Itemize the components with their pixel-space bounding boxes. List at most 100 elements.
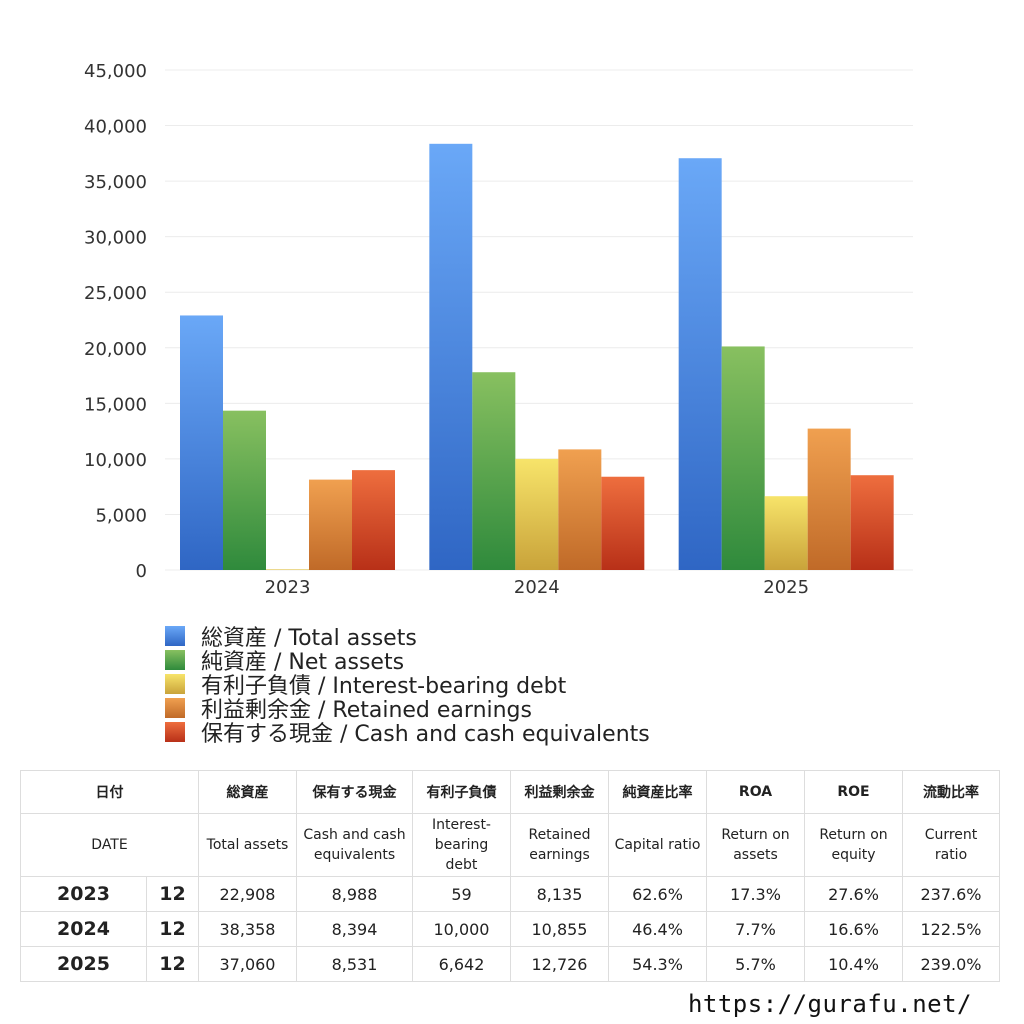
table-row: 2025 12 37,060 8,531 6,642 12,726 54.3% 5.7% 10.… [20,946,1000,982]
header-cash-en: Cash and cash equivalents [296,813,413,877]
table-row: 2024 12 38,358 8,394 10,000 10,855 46.4% 7.7% 16… [20,911,1000,947]
y-tick-label: 0 [136,561,147,582]
table-cell: 7.7% [706,911,805,947]
y-tick-label: 20,000 [84,339,147,360]
table-cell: 59 [412,876,511,912]
cell-month: 12 [146,946,199,982]
y-tick-label: 10,000 [84,450,147,471]
y-tick-label: 5,000 [95,505,147,526]
header-debt-ja: 有利子負債 [412,770,511,814]
legend-swatch-interest-bearing-debt [165,674,185,694]
cell-year: 2023 [20,876,147,912]
legend-label: 総資産 / Total assets [201,626,417,651]
source-url: https://gurafu.net/ [687,990,972,1018]
legend-label: 純資産 / Net assets [201,650,405,675]
legend-swatch-total-assets [165,626,185,646]
table-cell: 5.7% [706,946,805,982]
header-roe-en: Return on equity [804,813,903,877]
legend-label: 保有する現金 / Cash and cash equivalents [201,722,650,747]
bar-total-assets-2023 [180,315,223,570]
table-cell: 38,358 [198,911,297,947]
table-cell: 46.4% [608,911,707,947]
table-cell: 16.6% [804,911,903,947]
financial-table: 日付 総資産 保有する現金 有利子負債 利益剰余金 純資産比率 ROA ROE … [20,770,1000,982]
header-capital-ratio-ja: 純資産比率 [608,770,707,814]
grid-lines [165,69,913,571]
y-tick-label: 45,000 [84,61,147,82]
x-tick-label: 2025 [763,577,809,598]
header-current-ratio-ja: 流動比率 [902,770,1000,814]
table-cell: 122.5% [902,911,1000,947]
header-date-ja: 日付 [20,770,199,814]
table-cell: 10.4% [804,946,903,982]
table-row: 2023 12 22,908 8,988 59 8,135 62.6% 17.3% 27.6% 2… [20,876,1000,912]
legend-item: 有利子負債 / Interest-bearing debt [165,672,650,699]
y-tick-label: 35,000 [84,172,147,193]
table-cell: 12,726 [510,946,609,982]
cell-month: 12 [146,876,199,912]
table-cell: 8,135 [510,876,609,912]
bar-interest-bearing-debt-2023 [266,569,309,570]
table-header-row-ja: 日付 総資産 保有する現金 有利子負債 利益剰余金 純資産比率 ROA ROE … [20,770,1000,814]
bar-net-assets-2024 [472,372,516,570]
header-retained-ja: 利益剰余金 [510,770,609,814]
table-cell: 237.6% [902,876,1000,912]
header-date-en: DATE [20,813,199,877]
bar-total-assets-2024 [429,143,473,571]
x-tick-label: 2023 [265,577,311,598]
cell-month: 12 [146,911,199,947]
y-axis-ticks: 0 5,000 10,000 15,000 20,000 25,000 30,000 35,0… [84,61,147,582]
legend-swatch-retained-earnings [165,698,185,718]
bar-net-assets-2025 [721,346,765,570]
y-tick-label: 15,000 [84,394,147,415]
header-capital-ratio-en: Capital ratio [608,813,707,877]
legend-item: 保有する現金 / Cash and cash equivalents [165,720,650,747]
bar-retained-earnings-2024 [558,449,602,570]
legend-item: 利益剰余金 / Retained earnings [165,696,650,723]
bar-interest-bearing-debt-2024 [515,458,559,570]
table-cell: 239.0% [902,946,1000,982]
bar-interest-bearing-debt-2025 [764,496,808,570]
legend-swatch-cash [165,722,185,742]
table-cell: 10,855 [510,911,609,947]
legend-item: 純資産 / Net assets [165,648,650,675]
y-tick-label: 30,000 [84,228,147,249]
table-cell: 8,531 [296,946,413,982]
legend-label: 有利子負債 / Interest-bearing debt [201,674,567,699]
bar-retained-earnings-2025 [807,428,851,570]
header-cash-ja: 保有する現金 [296,770,413,814]
header-retained-en: Retained earnings [510,813,609,877]
legend-label: 利益剰余金 / Retained earnings [201,698,532,723]
table-cell: 6,642 [412,946,511,982]
bar-chart: 0 5,000 10,000 15,000 20,000 25,000 30,000 35,0… [84,61,913,598]
header-total-assets-en: Total assets [198,813,297,877]
table-cell: 10,000 [412,911,511,947]
bar-cash-2023 [352,470,395,570]
header-current-ratio-en: Current ratio [902,813,1000,877]
bar-cash-2025 [850,475,894,570]
table-cell: 8,988 [296,876,413,912]
table-cell: 54.3% [608,946,707,982]
header-roe-ja: ROE [804,770,903,814]
bar-cash-2024 [601,476,645,570]
x-axis-ticks: 2023 2024 2025 [265,577,809,598]
table-cell: 17.3% [706,876,805,912]
header-roa-en: Return on assets [706,813,805,877]
legend-item: 総資産 / Total assets [165,624,650,651]
legend-swatch-net-assets [165,650,185,670]
header-debt-en: Interest- bearing debt [412,813,511,877]
y-tick-label: 25,000 [84,283,147,304]
cell-year: 2024 [20,911,147,947]
table-cell: 22,908 [198,876,297,912]
bars [180,143,894,571]
table-cell: 37,060 [198,946,297,982]
cell-year: 2025 [20,946,147,982]
y-tick-label: 40,000 [84,117,147,138]
table-cell: 8,394 [296,911,413,947]
bar-retained-earnings-2023 [309,479,352,570]
bar-total-assets-2025 [678,158,722,570]
legend: 総資産 / Total assets 純資産 / Net assets 有利子負… [165,624,650,747]
header-roa-ja: ROA [706,770,805,814]
table-cell: 27.6% [804,876,903,912]
header-total-assets-ja: 総資産 [198,770,297,814]
